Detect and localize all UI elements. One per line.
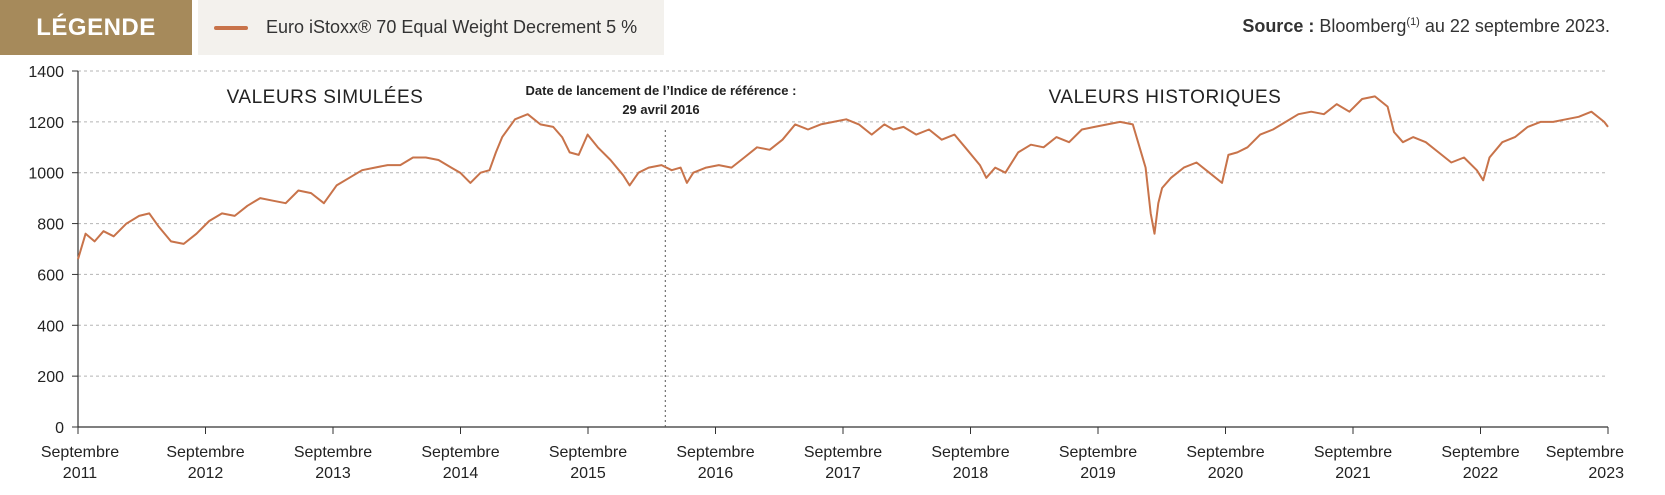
x-tick-label: Septembre 2020	[1186, 444, 1264, 482]
x-tick-label: Septembre 2014	[421, 444, 499, 482]
zone-label-simulated: VALEURS SIMULÉES	[227, 87, 424, 108]
launch-annotation-line1: Date de lancement de l’Indice de référen…	[526, 83, 797, 98]
launch-annotation-line2: 29 avril 2016	[622, 102, 699, 117]
y-tick-label: 600	[37, 267, 64, 284]
axes	[77, 71, 1608, 428]
y-tick-labels: 0 200 400 600 800 1000 1200 1400	[28, 64, 78, 437]
x-tick-label: Septembre 2023	[1546, 444, 1624, 482]
x-tick-label: Septembre 2018	[931, 444, 1009, 482]
source-label: Source :	[1242, 16, 1315, 36]
x-tick-label: Septembre 2017	[804, 444, 882, 482]
zone-label-historical: VALEURS HISTORIQUES	[1049, 87, 1282, 108]
y-tick-label: 400	[37, 318, 64, 335]
y-tick-label: 1200	[28, 115, 64, 132]
legend-heading: LÉGENDE	[0, 0, 192, 55]
y-tick-label: 1400	[28, 64, 64, 81]
x-tick-label: Septembre 2019	[1059, 444, 1137, 482]
x-tick-labels: Septembre 2011 Septembre 2012 Septembre 2013 S…	[41, 427, 1624, 482]
x-tick-label: Septembre 2011	[41, 444, 119, 482]
source-text-after: au 22 septembre 2023.	[1419, 16, 1610, 36]
y-tick-label: 800	[37, 217, 64, 234]
legend-swatch	[214, 25, 248, 30]
legend: Euro iStoxx® 70 Equal Weight Decrement 5…	[198, 0, 664, 55]
x-tick-label: Septembre 2015	[549, 444, 627, 482]
x-tick-label: Septembre 2021	[1314, 444, 1392, 482]
x-tick-label: Septembre 2016	[676, 444, 754, 482]
legend-series-label: Euro iStoxx® 70 Equal Weight Decrement 5…	[266, 17, 638, 37]
gridlines	[78, 70, 1608, 377]
series-line-euro-istoxx-70	[77, 95, 1609, 260]
source-text-before: Bloomberg	[1314, 16, 1407, 36]
source-note: Source : Bloomberg(1) au 22 septembre 20…	[1242, 16, 1610, 37]
y-tick-label: 0	[55, 420, 64, 437]
x-tick-label: Septembre 2012	[166, 444, 244, 482]
x-tick-label: Septembre 2022	[1441, 444, 1519, 482]
source-footnote: (1)	[1406, 16, 1420, 28]
x-tick-label: Septembre 2013	[294, 444, 372, 482]
y-tick-label: 200	[37, 369, 64, 386]
y-tick-label: 1000	[28, 166, 64, 183]
